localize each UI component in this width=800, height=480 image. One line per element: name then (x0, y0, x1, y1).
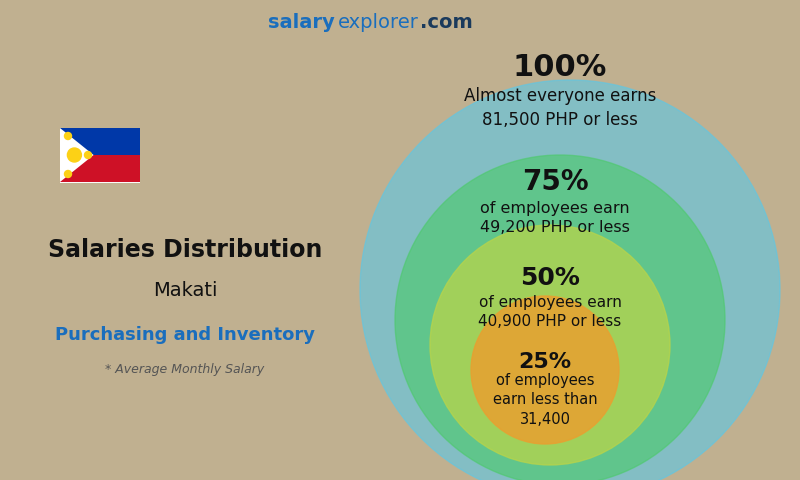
Text: 100%: 100% (513, 53, 607, 83)
Circle shape (471, 296, 619, 444)
Bar (60, 128, 140, 183)
Text: explorer: explorer (338, 12, 419, 32)
Text: Salaries Distribution: Salaries Distribution (48, 238, 322, 262)
Text: 25%: 25% (518, 352, 571, 372)
Text: of employees
earn less than
31,400: of employees earn less than 31,400 (493, 372, 598, 427)
Text: Purchasing and Inventory: Purchasing and Inventory (55, 326, 315, 344)
Text: Almost everyone earns
81,500 PHP or less: Almost everyone earns 81,500 PHP or less (464, 87, 656, 129)
Circle shape (430, 225, 670, 465)
Circle shape (65, 170, 71, 178)
Bar (60, 155, 140, 182)
Bar (60, 128, 140, 155)
Circle shape (67, 148, 82, 162)
Text: of employees earn
40,900 PHP or less: of employees earn 40,900 PHP or less (478, 295, 622, 329)
Text: * Average Monthly Salary: * Average Monthly Salary (106, 363, 265, 376)
Polygon shape (60, 128, 94, 182)
Text: salary: salary (268, 12, 334, 32)
Circle shape (85, 152, 91, 158)
Text: 75%: 75% (522, 168, 588, 196)
Circle shape (360, 80, 780, 480)
Circle shape (65, 132, 71, 140)
Text: Makati: Makati (153, 280, 218, 300)
Text: 50%: 50% (520, 266, 580, 290)
Text: .com: .com (420, 12, 473, 32)
Text: of employees earn
49,200 PHP or less: of employees earn 49,200 PHP or less (480, 201, 630, 235)
Circle shape (395, 155, 725, 480)
